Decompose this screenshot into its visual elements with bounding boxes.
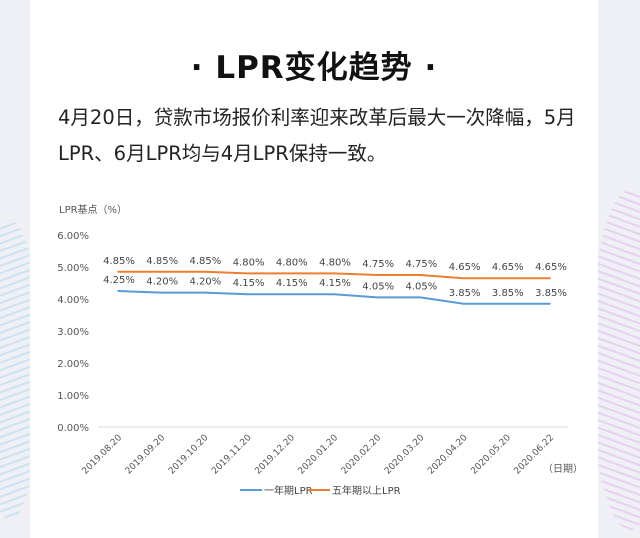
legend-label: 五年期以上LPR bbox=[332, 484, 401, 497]
x-tick-label: 2019.11.20 bbox=[210, 433, 254, 477]
x-tick-label: 2020.02.20 bbox=[340, 433, 384, 477]
x-tick-label: 2020.05.20 bbox=[469, 433, 513, 477]
y-axis-label: LPR基点（%） bbox=[59, 203, 127, 216]
data-label: 4.20% bbox=[146, 277, 178, 288]
data-label: 4.85% bbox=[103, 256, 135, 267]
data-point bbox=[333, 272, 335, 275]
data-point bbox=[419, 296, 422, 299]
data-point bbox=[549, 277, 551, 280]
data-label: 4.15% bbox=[319, 278, 351, 289]
data-label: 4.75% bbox=[406, 259, 438, 270]
data-label: 4.75% bbox=[362, 259, 394, 270]
y-tick-label: 0.00% bbox=[57, 423, 89, 434]
data-point bbox=[117, 271, 119, 273]
data-point bbox=[203, 291, 206, 294]
y-tick-label: 1.00% bbox=[57, 391, 89, 402]
data-label: 4.80% bbox=[233, 257, 265, 268]
x-tick-label: 2019.08.20 bbox=[81, 433, 125, 477]
x-tick-label: 2020.01.20 bbox=[297, 433, 341, 477]
data-point bbox=[506, 277, 508, 280]
x-tick-label: 2019.10.20 bbox=[167, 433, 211, 477]
data-label: 4.85% bbox=[146, 256, 178, 267]
data-label: 4.65% bbox=[492, 262, 524, 273]
description-text: 4月20日，贷款市场报价利率迎来改革后最大一次降幅，5月LPR、6月LPR均与4… bbox=[58, 106, 576, 165]
y-tick-label: 4.00% bbox=[57, 295, 89, 306]
x-axis-label: （日期） bbox=[543, 463, 583, 475]
y-tick-label: 6.00% bbox=[57, 231, 89, 242]
data-point bbox=[246, 272, 249, 275]
x-tick-label: 2019.09.20 bbox=[124, 433, 168, 477]
data-label: 4.05% bbox=[362, 281, 394, 292]
data-label: 4.05% bbox=[406, 281, 438, 292]
data-label: 4.65% bbox=[449, 262, 481, 273]
content-card: · LPR变化趋势 · 4月20日，贷款市场报价利率迎来改革后最大一次降幅，5月… bbox=[30, 0, 598, 538]
data-point bbox=[160, 271, 162, 273]
data-point bbox=[462, 277, 465, 280]
page-title: · LPR变化趋势 · bbox=[190, 50, 438, 86]
legend-label: 一年期LPR bbox=[264, 484, 313, 497]
data-point bbox=[203, 271, 206, 273]
data-point bbox=[290, 293, 292, 296]
x-tick-label: 2019.12.20 bbox=[253, 433, 297, 477]
data-point bbox=[160, 291, 162, 294]
data-point bbox=[376, 296, 379, 299]
data-label: 4.80% bbox=[319, 257, 351, 268]
data-point bbox=[549, 303, 551, 305]
data-label: 3.85% bbox=[492, 288, 524, 299]
data-point bbox=[376, 274, 379, 276]
data-label: 4.65% bbox=[535, 262, 567, 273]
data-point bbox=[117, 290, 119, 292]
series-line-one-year bbox=[117, 290, 550, 305]
data-point bbox=[246, 293, 249, 296]
y-tick-label: 2.00% bbox=[57, 359, 89, 370]
data-label: 4.25% bbox=[103, 275, 135, 286]
data-point bbox=[419, 274, 422, 276]
data-label: 3.85% bbox=[449, 288, 481, 299]
data-point bbox=[333, 293, 335, 296]
data-label: 4.80% bbox=[276, 257, 308, 268]
data-point bbox=[462, 303, 465, 305]
x-tick-label: 2020.04.20 bbox=[426, 433, 470, 477]
data-point bbox=[290, 272, 292, 275]
data-label: 4.15% bbox=[233, 278, 265, 289]
data-label: 4.20% bbox=[190, 277, 222, 288]
x-tick-label: 2020.03.20 bbox=[383, 433, 427, 477]
data-label: 4.15% bbox=[276, 278, 308, 289]
y-tick-label: 3.00% bbox=[57, 327, 89, 338]
data-label: 3.85% bbox=[535, 288, 567, 299]
data-label: 4.85% bbox=[190, 256, 222, 267]
y-tick-label: 5.00% bbox=[57, 263, 89, 274]
data-point bbox=[506, 303, 508, 305]
